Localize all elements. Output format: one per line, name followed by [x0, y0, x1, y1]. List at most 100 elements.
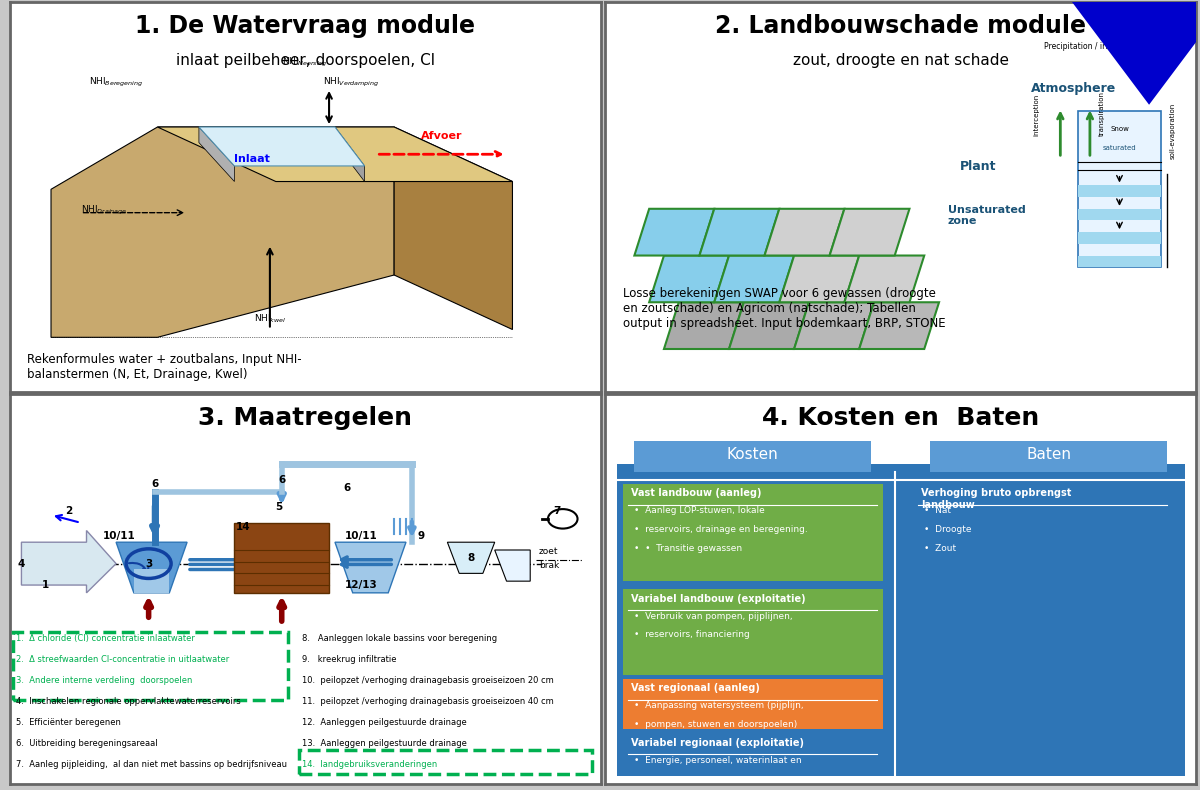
Text: 10.  peilopzet /verhoging drainagebasis groeiseizoen 20 cm: 10. peilopzet /verhoging drainagebasis g…: [302, 675, 554, 685]
Polygon shape: [714, 255, 794, 303]
Text: •  Aanleg LOP-stuwen, lokale: • Aanleg LOP-stuwen, lokale: [635, 506, 766, 515]
Bar: [930, 441, 1166, 472]
Text: •  Aanpassing watersysteem (pijplijn,: • Aanpassing watersysteem (pijplijn,: [635, 701, 804, 710]
Text: 8: 8: [468, 553, 475, 562]
Text: Variabel regionaal (exploitatie): Variabel regionaal (exploitatie): [631, 738, 804, 747]
Text: 1.  Δ chloride (Cl) concentratie inlaatwater: 1. Δ chloride (Cl) concentratie inlaatwa…: [16, 634, 194, 643]
Bar: [623, 733, 883, 772]
Text: 5: 5: [275, 502, 282, 512]
Text: 10/11: 10/11: [103, 532, 136, 541]
Polygon shape: [700, 209, 779, 255]
Polygon shape: [779, 255, 859, 303]
Text: 4.  Inschakelen regionale oppervlaktewaterreservoirs: 4. Inschakelen regionale oppervlaktewate…: [16, 697, 240, 705]
Text: soil-evaporation: soil-evaporation: [1170, 103, 1176, 159]
Text: 12.  Aanleggen peilgestuurde drainage: 12. Aanleggen peilgestuurde drainage: [302, 718, 467, 727]
Polygon shape: [52, 127, 394, 337]
Text: 7: 7: [553, 506, 560, 516]
Text: Kosten: Kosten: [727, 447, 779, 462]
Polygon shape: [635, 209, 714, 255]
Text: Atmosphere: Atmosphere: [1031, 82, 1116, 95]
Text: 6.  Uitbreiding beregeningsareaal: 6. Uitbreiding beregeningsareaal: [16, 739, 157, 748]
Polygon shape: [764, 209, 845, 255]
Text: Unsaturated
zone: Unsaturated zone: [948, 205, 1026, 227]
Text: Vast landbouw (aanleg): Vast landbouw (aanleg): [631, 488, 762, 498]
Text: 5.  Efficiënter beregenen: 5. Efficiënter beregenen: [16, 718, 120, 727]
Text: NHI$_{Neerslag}$: NHI$_{Neerslag}$: [282, 56, 328, 70]
Bar: [623, 679, 883, 729]
Text: 12/13: 12/13: [346, 580, 378, 590]
Text: Inlaat: Inlaat: [234, 154, 270, 164]
Polygon shape: [794, 303, 874, 349]
Text: 2.  Δ streefwaarden Cl-concentratie in uitlaatwater: 2. Δ streefwaarden Cl-concentratie in ui…: [16, 655, 229, 664]
Polygon shape: [859, 303, 940, 349]
Bar: [617, 465, 1184, 776]
Bar: [635, 441, 871, 472]
Text: NHI$_{Beregening}$: NHI$_{Beregening}$: [89, 76, 143, 88]
Text: saturated: saturated: [1103, 145, 1136, 152]
Text: Verhoging bruto opbrengst
landbouw: Verhoging bruto opbrengst landbouw: [922, 488, 1072, 510]
Polygon shape: [845, 255, 924, 303]
Text: 3. Maatregelen: 3. Maatregelen: [198, 406, 413, 430]
Bar: [1078, 186, 1160, 198]
Polygon shape: [448, 542, 494, 574]
Polygon shape: [199, 127, 234, 182]
Bar: [134, 570, 169, 592]
Text: 4: 4: [18, 559, 25, 569]
Text: 14: 14: [236, 521, 251, 532]
Text: 6: 6: [278, 475, 286, 485]
Text: Losse berekeningen SWAP voor 6 gewassen (droogte
en zoutschade) en Agricom (nats: Losse berekeningen SWAP voor 6 gewassen …: [623, 287, 946, 329]
Text: 4. Kosten en  Baten: 4. Kosten en Baten: [762, 406, 1039, 430]
Text: Precipitation / irrigation: Precipitation / irrigation: [1044, 42, 1135, 51]
Text: 7.  Aanleg pijpleiding,  al dan niet met bassins op bedrijfsniveau: 7. Aanleg pijpleiding, al dan niet met b…: [16, 760, 287, 769]
Text: •  Verbruik van pompen, pijplijnen,: • Verbruik van pompen, pijplijnen,: [635, 611, 793, 620]
Polygon shape: [199, 127, 365, 166]
Polygon shape: [116, 542, 187, 592]
Text: •  Nat: • Nat: [924, 506, 952, 515]
Text: interception: interception: [1033, 93, 1039, 136]
Text: •  pompen, stuwen en doorspoelen): • pompen, stuwen en doorspoelen): [635, 720, 798, 729]
Text: 1: 1: [42, 580, 49, 590]
Polygon shape: [335, 127, 365, 182]
Text: 2. Landbouwschade module: 2. Landbouwschade module: [715, 14, 1086, 38]
Text: •  Zout: • Zout: [924, 544, 956, 553]
Bar: [1078, 232, 1160, 244]
Polygon shape: [649, 255, 730, 303]
Text: zout, droogte en nat schade: zout, droogte en nat schade: [793, 53, 1008, 68]
Text: 3.  Andere interne verdeling  doorspoelen: 3. Andere interne verdeling doorspoelen: [16, 675, 192, 685]
Text: 9: 9: [418, 532, 425, 541]
Text: Variabel landbouw (exploitatie): Variabel landbouw (exploitatie): [631, 593, 806, 604]
Bar: [623, 589, 883, 675]
Text: Plant: Plant: [960, 160, 996, 173]
Bar: [234, 523, 329, 592]
Text: NHI$_{Drainage}$: NHI$_{Drainage}$: [80, 204, 127, 217]
Text: 11.  peilopzet /verhoging drainagebasis groeiseizoen 40 cm: 11. peilopzet /verhoging drainagebasis g…: [302, 697, 554, 705]
Text: 1. De Watervraag module: 1. De Watervraag module: [136, 14, 475, 38]
Text: 6: 6: [343, 483, 350, 493]
Text: 3: 3: [145, 559, 152, 570]
Text: •  reservoirs, financiering: • reservoirs, financiering: [635, 630, 750, 639]
Text: 2: 2: [65, 506, 72, 516]
Text: Vast regionaal (aanleg): Vast regionaal (aanleg): [631, 683, 761, 693]
Text: transpiration: transpiration: [1099, 91, 1105, 136]
Text: NHI$_{kwel}$: NHI$_{kwel}$: [253, 313, 286, 325]
Polygon shape: [394, 127, 512, 329]
Polygon shape: [664, 303, 744, 349]
Text: Rekenformules water + zoutbalans, Input NHI-
balanstermen (N, Et, Drainage, Kwel: Rekenformules water + zoutbalans, Input …: [28, 353, 302, 381]
Text: Snow: Snow: [1110, 126, 1129, 132]
Bar: [912, 483, 1172, 581]
Polygon shape: [22, 531, 116, 592]
Text: 10/11: 10/11: [346, 532, 378, 541]
Text: 14.  landgebruiksveranderingen: 14. landgebruiksveranderingen: [302, 760, 438, 769]
Bar: [1078, 209, 1160, 220]
FancyArrowPatch shape: [992, 0, 1200, 105]
Text: 13.  Aanleggen peilgestuurde drainage: 13. Aanleggen peilgestuurde drainage: [302, 739, 467, 748]
Text: 9.   kreekrug infiltratie: 9. kreekrug infiltratie: [302, 655, 397, 664]
Text: NHI$_{Verdamping}$: NHI$_{Verdamping}$: [323, 76, 379, 88]
Polygon shape: [335, 542, 406, 592]
Polygon shape: [157, 127, 512, 182]
Polygon shape: [494, 550, 530, 581]
Bar: [1078, 111, 1160, 267]
Text: •  •  Transitie gewassen: • • Transitie gewassen: [635, 544, 743, 553]
Text: •  reservoirs, drainage en beregening.: • reservoirs, drainage en beregening.: [635, 525, 808, 534]
Text: •  Energie, personeel, waterinlaat en: • Energie, personeel, waterinlaat en: [635, 756, 802, 765]
